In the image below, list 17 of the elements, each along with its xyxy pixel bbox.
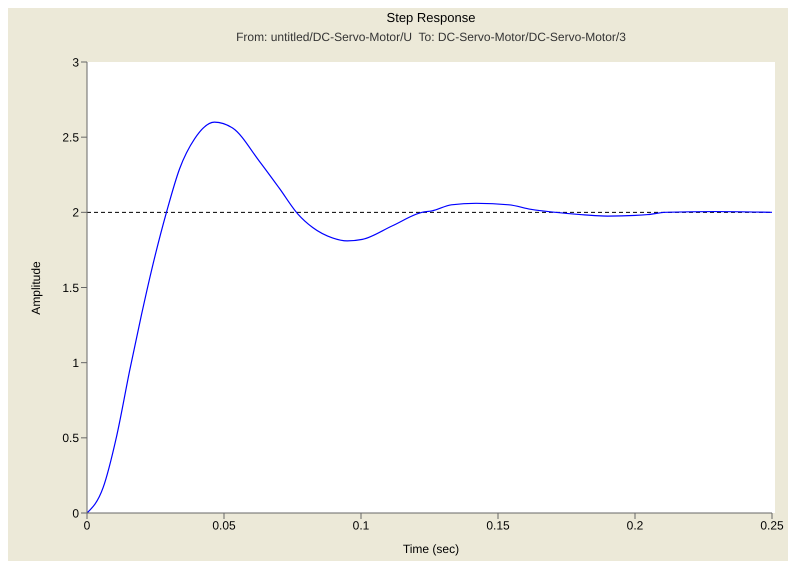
- x-tick-label: 0.15: [486, 518, 510, 533]
- x-tick-label: 0.2: [626, 518, 644, 533]
- y-tick-label: 1.5: [62, 280, 80, 295]
- y-tick-label: 2.5: [62, 130, 80, 144]
- chart-title: Step Response: [386, 10, 476, 25]
- x-axis-title: Time (sec): [402, 542, 460, 556]
- y-tick-label: 1: [72, 356, 80, 370]
- x-tick-label: 0.25: [760, 518, 784, 533]
- x-tick-label: 0.05: [212, 518, 236, 533]
- y-tick-label: 3: [72, 55, 80, 70]
- x-tick-label: 0: [84, 518, 91, 533]
- chart-subtitle: From: untitled/DC-Servo-Motor/U To: DC-Servo-Motor/DC-Servo-Motor/3: [235, 30, 627, 44]
- y-tick-label: 0.5: [62, 431, 80, 446]
- x-tick-label: 0.1: [352, 518, 370, 533]
- y-tick-label: 0: [72, 506, 80, 520]
- y-tick-label: 2: [72, 206, 80, 220]
- y-axis-title: Amplitude: [29, 261, 43, 315]
